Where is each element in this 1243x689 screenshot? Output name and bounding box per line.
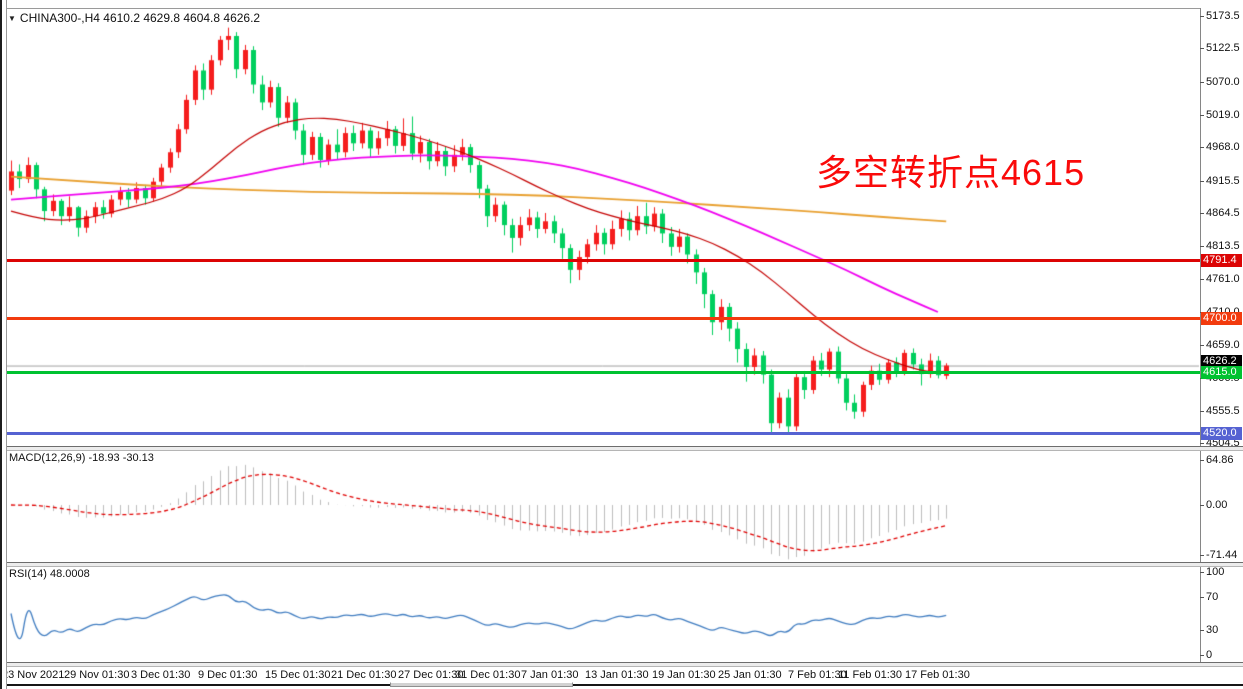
rsi-tick-mark <box>1200 630 1204 632</box>
price-tick-mark <box>1200 344 1204 346</box>
horizontal-scrollbar-track[interactable] <box>0 684 1243 686</box>
macd-panel-separator[interactable] <box>0 446 1243 451</box>
price-tick-mark <box>1200 443 1204 445</box>
time-axis-label: 15 Dec 01:30 <box>265 669 331 681</box>
price-badge-4791.4: 4791.4 <box>1201 253 1242 267</box>
collapse-triangle-icon[interactable]: ▼ <box>8 14 16 23</box>
rsi-indicator-label: RSI(14) 48.0008 <box>9 568 90 580</box>
price-tick-label: 4761.0 <box>1206 273 1240 286</box>
price-badge-4700.0: 4700.0 <box>1201 311 1242 325</box>
price-tick-label: 4915.5 <box>1206 174 1240 187</box>
time-axis-label: 7 Feb 01:30 <box>788 669 847 681</box>
time-axis-label: 21 Dec 01:30 <box>331 669 397 681</box>
time-axis-label: 19 Jan 01:30 <box>652 669 716 681</box>
macd-indicator-label: MACD(12,26,9) -18.93 -30.13 <box>9 452 154 464</box>
rsi-tick-mark <box>1200 655 1204 656</box>
time-axis-label: 27 Dec 01:30 <box>398 669 464 681</box>
price-tick-mark <box>1200 48 1204 50</box>
price-level-line-4615[interactable] <box>5 371 1200 375</box>
price-tick-mark <box>1200 15 1204 17</box>
time-axis-label: 11 Feb 01:30 <box>838 669 903 681</box>
macd-tick-label: 64.86 <box>1206 454 1234 466</box>
macd-tick-label: -71.44 <box>1206 548 1238 561</box>
time-axis-label: 3 Dec 01:30 <box>131 669 191 681</box>
symbol-ohlc-text: CHINA300-,H4 4610.2 4629.8 4604.8 4626.2 <box>19 11 261 25</box>
price-tick-label: 4555.5 <box>1206 404 1240 417</box>
time-axis-label: 25 Jan 01:30 <box>718 669 782 681</box>
rsi-tick-mark <box>1200 596 1204 598</box>
rsi-panel-separator[interactable] <box>0 562 1243 567</box>
chart-annotation-text[interactable]: 多空转折点4615 <box>816 152 1086 193</box>
price-tick-mark <box>1200 279 1204 281</box>
window-left-border <box>0 0 7 689</box>
price-level-line-4700[interactable] <box>5 316 1200 320</box>
rsi-tick-label: 0 <box>1206 649 1213 661</box>
main-panel-top-border <box>5 8 1200 9</box>
rsi-tick-label: 100 <box>1206 566 1225 578</box>
price-tick-mark <box>1200 245 1204 247</box>
macd-tick-mark <box>1200 460 1204 461</box>
time-axis-label: 29 Nov 01:30 <box>64 669 130 681</box>
time-axis-label: 31 Dec 01:30 <box>455 669 521 681</box>
time-axis-label: 7 Jan 01:30 <box>521 669 579 681</box>
price-tick-mark <box>1200 114 1204 116</box>
time-axis-label: 23 Nov 2021 <box>2 669 65 681</box>
time-axis-label: 9 Dec 01:30 <box>198 669 258 681</box>
macd-tick-label: 0.00 <box>1206 499 1228 511</box>
time-axis-separator <box>0 662 1243 667</box>
price-tick-label: 5070.0 <box>1206 75 1240 88</box>
time-axis-label: 13 Jan 01:30 <box>585 669 649 681</box>
price-level-line-4791.4[interactable] <box>5 258 1200 262</box>
price-tick-mark <box>1200 180 1204 182</box>
price-tick-label: 5122.5 <box>1206 42 1240 55</box>
time-axis-label: 17 Feb 01:30 <box>905 669 970 681</box>
chart-title: ▼ CHINA300-,H4 4610.2 4629.8 4604.8 4626.… <box>8 11 260 25</box>
price-axis-border <box>1200 8 1201 666</box>
macd-tick-mark <box>1200 554 1204 556</box>
price-tick-label: 5019.0 <box>1206 108 1240 121</box>
horizontal-scrollbar-thumb[interactable] <box>390 682 573 687</box>
price-tick-mark <box>1200 410 1204 412</box>
price-level-line-4520[interactable] <box>5 431 1200 435</box>
price-badge-4615.0: 4615.0 <box>1201 366 1242 380</box>
price-tick-label: 4659.0 <box>1206 338 1240 351</box>
price-tick-mark <box>1200 147 1204 149</box>
rsi-tick-label: 70 <box>1206 590 1219 603</box>
macd-tick-mark <box>1200 505 1204 506</box>
rsi-tick-mark <box>1200 572 1204 573</box>
rsi-tick-label: 30 <box>1206 624 1219 637</box>
price-badge-4626.2: 4626.2 <box>1201 355 1242 369</box>
price-tick-label: 4864.5 <box>1206 207 1240 220</box>
price-tick-label: 5173.5 <box>1206 9 1240 22</box>
price-tick-label: 4813.5 <box>1206 239 1240 252</box>
price-tick-mark <box>1200 213 1204 215</box>
price-tick-mark <box>1200 81 1204 83</box>
price-tick-label: 4968.0 <box>1206 141 1240 154</box>
price-badge-4520.0: 4520.0 <box>1201 426 1242 440</box>
